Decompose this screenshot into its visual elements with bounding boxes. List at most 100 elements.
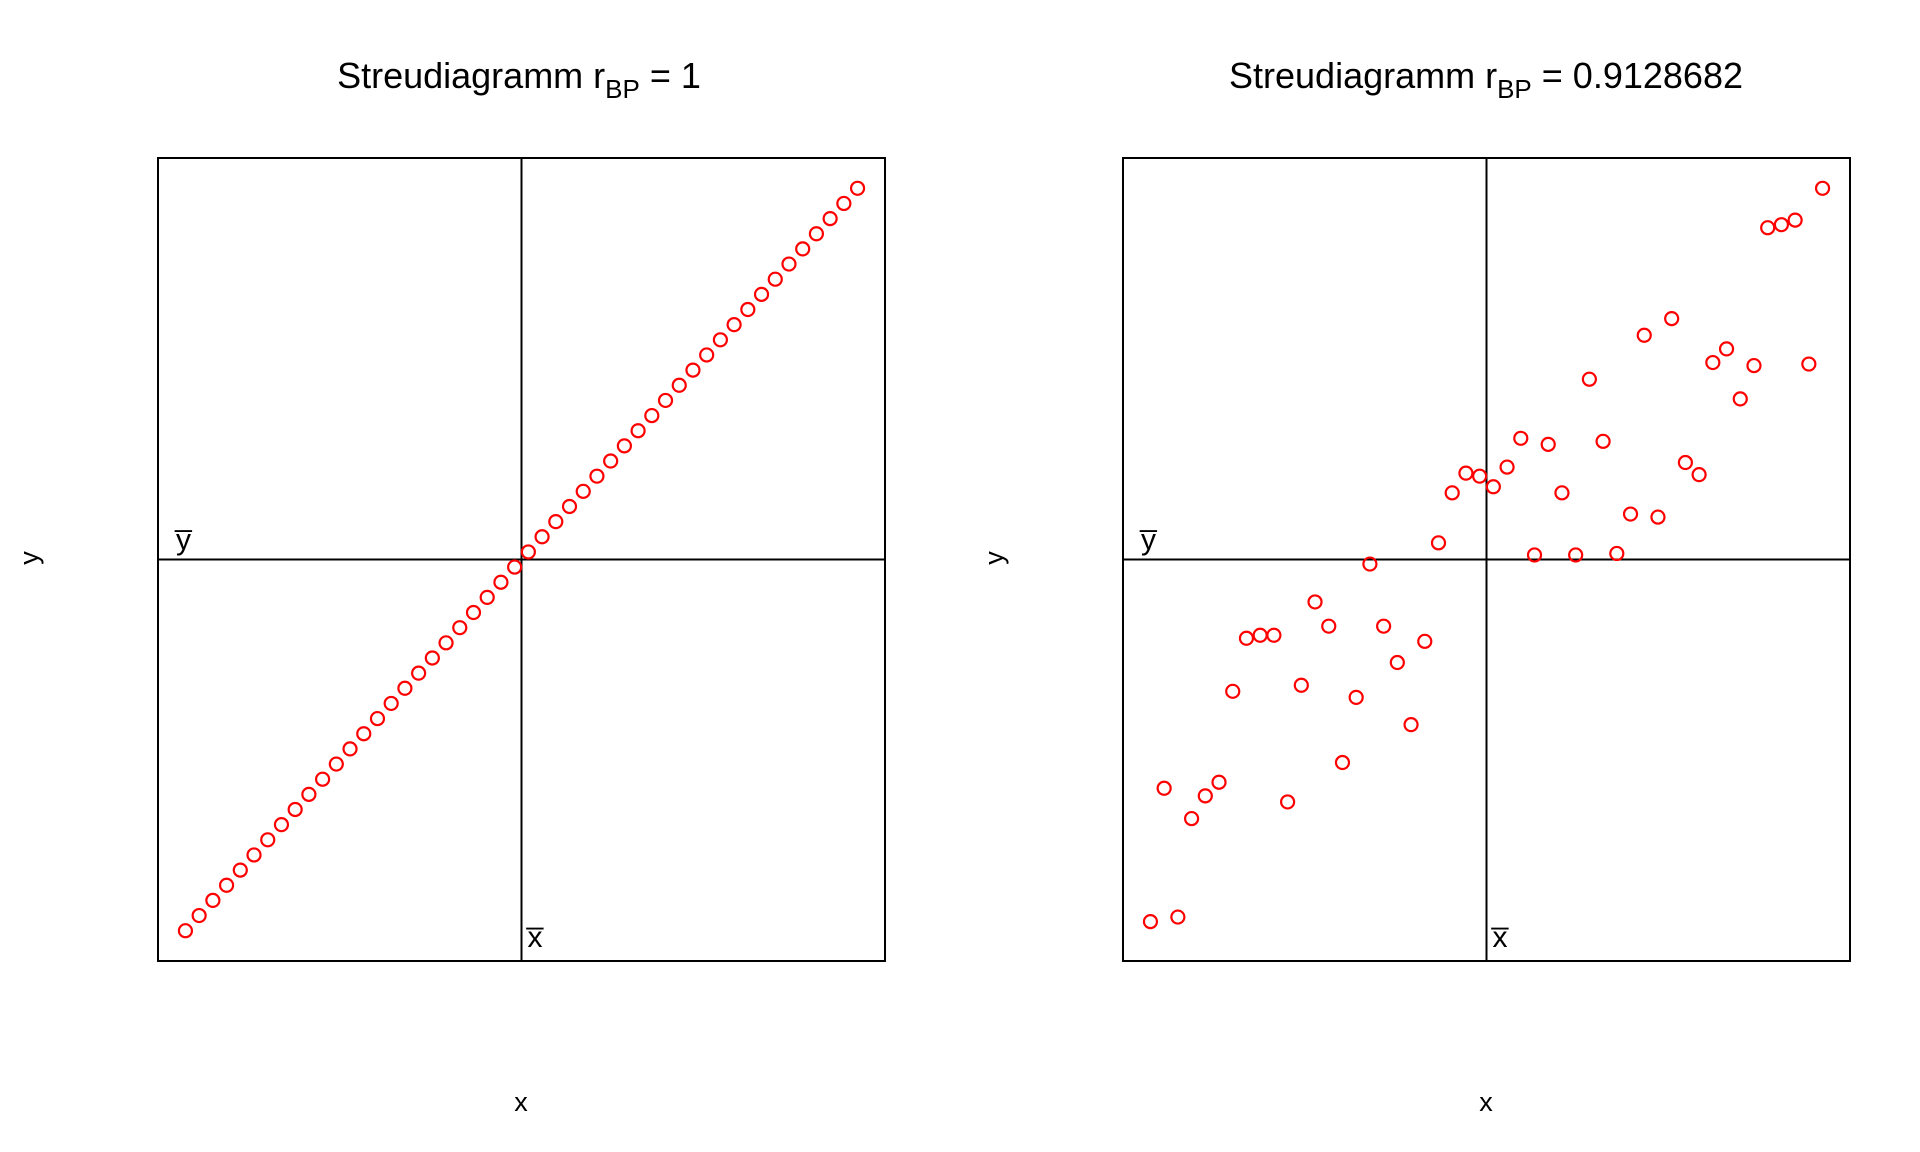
scatter-point <box>1622 506 1639 522</box>
scatter-point <box>1581 371 1597 387</box>
scatter-point <box>1156 780 1172 796</box>
scatter-point <box>795 241 811 257</box>
chart-title-right: Streudiagramm rBP = 0.9128682 <box>1229 55 1743 104</box>
y-axis-label-right: y <box>979 551 1009 565</box>
scatter-point <box>1801 356 1817 372</box>
scatter-point <box>712 332 728 348</box>
x-mean-label-left: x̅ <box>526 921 544 954</box>
scatter-panel-left: Streudiagramm rBP = 1 x̅ y̅ x y <box>14 55 886 1117</box>
scatter-point <box>1773 217 1790 233</box>
scatter-point <box>328 756 344 772</box>
scatter-point <box>287 801 303 818</box>
scatter-point <box>273 817 290 833</box>
scatter-point <box>1705 354 1721 371</box>
scatter-point <box>1540 436 1556 452</box>
y-mean-label-left: y̅ <box>174 524 192 557</box>
scatter-point <box>452 620 468 636</box>
scatter-point <box>1293 677 1309 693</box>
scatter-point <box>616 438 632 454</box>
scatter-point <box>644 407 660 424</box>
points-left <box>177 180 866 939</box>
scatter-point <box>561 498 578 515</box>
scatter-point <box>1568 547 1584 563</box>
scatter-point <box>205 892 221 908</box>
scatter-point <box>369 710 386 727</box>
scatter-point <box>301 786 317 802</box>
points-right <box>1142 180 1831 930</box>
scatter-point <box>1677 454 1693 471</box>
scatter-point <box>1650 509 1666 525</box>
scatter-point <box>589 468 605 484</box>
scatter-point <box>315 771 331 787</box>
scatter-point <box>1787 212 1803 228</box>
scatter-point <box>1760 220 1776 236</box>
chart-title-left: Streudiagramm rBP = 1 <box>337 55 701 104</box>
scatter-point <box>397 680 413 696</box>
scatter-point <box>1513 430 1529 446</box>
scatter-point <box>1211 774 1227 790</box>
scatter-point <box>191 907 207 924</box>
scatter-point <box>1444 485 1460 501</box>
x-axis-label-right: x <box>1479 1087 1493 1117</box>
scatter-point <box>1389 654 1405 671</box>
scatter-point <box>1197 788 1213 804</box>
scatter-point <box>1334 754 1351 771</box>
scatter-point <box>1609 545 1625 562</box>
scatter-point <box>836 195 852 212</box>
scatter-point <box>575 483 591 499</box>
scatter-panel-right: Streudiagramm rBP = 0.9128682 x̅ y̅ x y <box>979 55 1851 1117</box>
scatter-point <box>1554 485 1570 501</box>
scatter-point <box>603 453 619 469</box>
scatter-point <box>1595 433 1611 449</box>
scatter-point <box>246 847 262 863</box>
scatter-point <box>1417 633 1433 649</box>
scatter-point <box>1238 630 1255 646</box>
scatter-point <box>1472 468 1488 484</box>
scatter-point <box>1183 810 1200 827</box>
scatter-point <box>1485 479 1501 495</box>
scatter-point <box>1746 357 1762 374</box>
scatter-point <box>1526 547 1543 563</box>
scatter-point <box>1691 467 1707 483</box>
scatter-point <box>1430 535 1447 551</box>
scatter-point <box>342 741 358 757</box>
scatter-point <box>1664 311 1680 327</box>
scatter-point <box>1266 627 1282 643</box>
scatter-point <box>465 604 482 621</box>
scatter-point <box>767 271 783 287</box>
scatter-point <box>1225 683 1241 699</box>
scatter-point <box>630 423 646 439</box>
scatter-point <box>520 544 536 560</box>
y-mean-label-right: y̅ <box>1139 524 1157 557</box>
scatter-point <box>1307 594 1323 610</box>
scatter-point <box>411 665 427 681</box>
scatter-point <box>657 392 674 409</box>
scatter-point <box>383 695 399 712</box>
scatter-point <box>699 347 715 363</box>
scatter-point <box>493 574 509 590</box>
scatter-point <box>1362 556 1378 572</box>
scatter-point <box>177 923 194 939</box>
scatter-point <box>1376 618 1392 634</box>
scatter-point <box>438 635 454 651</box>
scatter-point <box>726 317 742 333</box>
scatter-point <box>740 301 756 318</box>
x-axis-label-left: x <box>514 1087 528 1117</box>
scatter-point <box>849 180 866 196</box>
scatter-point <box>1252 627 1268 643</box>
scatter-point <box>1403 717 1419 733</box>
scatter-point <box>507 559 523 575</box>
scatter-point <box>1718 341 1735 357</box>
scatter-point <box>1458 465 1474 481</box>
scatter-point <box>1499 459 1515 475</box>
scatter-point <box>218 877 235 893</box>
scatter-point <box>1636 327 1652 343</box>
scatter-point <box>1142 914 1159 930</box>
scatter-point <box>1321 618 1337 634</box>
scatter-point <box>356 726 372 742</box>
scatter-point <box>671 377 687 393</box>
scatter-point <box>822 211 838 227</box>
x-mean-label-right: x̅ <box>1491 921 1509 954</box>
scatter-point <box>548 514 564 530</box>
